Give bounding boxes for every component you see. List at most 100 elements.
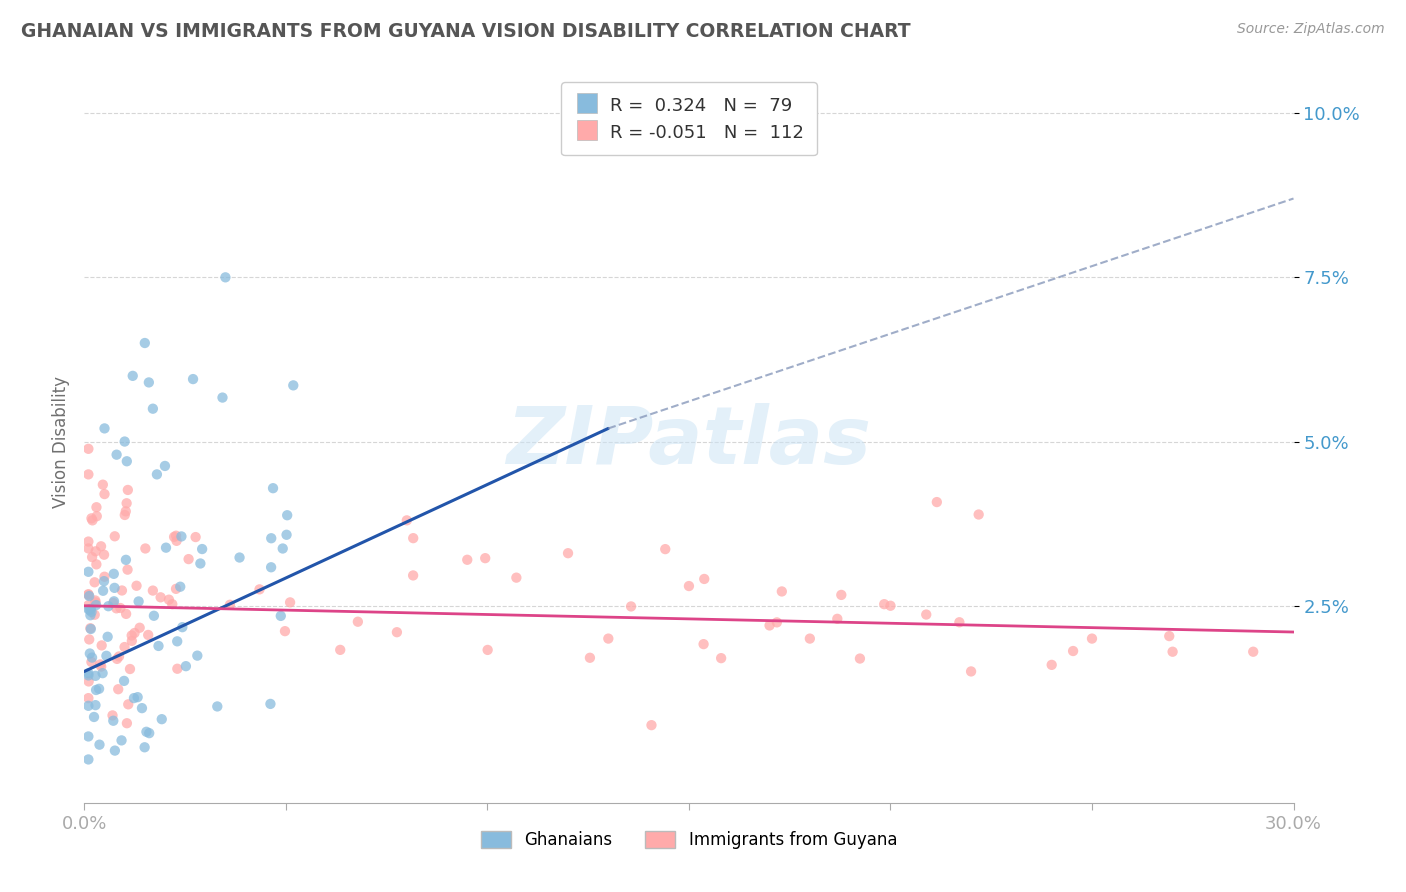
- Immigrants from Guyana: [163, 530, 186, 544]
- Ghanaians: [166, 634, 188, 648]
- Ghanaians: [91, 666, 114, 681]
- Ghanaians: [142, 401, 165, 416]
- Ghanaians: [105, 448, 128, 462]
- Immigrants from Guyana: [83, 575, 105, 590]
- Ghanaians: [153, 458, 176, 473]
- Ghanaians: [276, 528, 298, 542]
- Immigrants from Guyana: [1241, 645, 1264, 659]
- Legend: Ghanaians, Immigrants from Guyana: Ghanaians, Immigrants from Guyana: [471, 822, 907, 860]
- Ghanaians: [260, 531, 283, 545]
- Immigrants from Guyana: [654, 542, 676, 557]
- Immigrants from Guyana: [879, 599, 901, 613]
- Immigrants from Guyana: [114, 504, 136, 518]
- Ghanaians: [260, 560, 283, 574]
- Immigrants from Guyana: [103, 596, 125, 610]
- Ghanaians: [276, 508, 298, 523]
- Immigrants from Guyana: [104, 529, 127, 543]
- Immigrants from Guyana: [117, 563, 139, 577]
- Ghanaians: [84, 683, 107, 698]
- Immigrants from Guyana: [136, 628, 159, 642]
- Immigrants from Guyana: [557, 546, 579, 560]
- Ghanaians: [112, 673, 135, 688]
- Immigrants from Guyana: [948, 615, 970, 630]
- Immigrants from Guyana: [86, 509, 108, 524]
- Immigrants from Guyana: [77, 467, 100, 482]
- Immigrants from Guyana: [1161, 645, 1184, 659]
- Immigrants from Guyana: [456, 553, 478, 567]
- Immigrants from Guyana: [84, 593, 107, 607]
- Text: Source: ZipAtlas.com: Source: ZipAtlas.com: [1237, 22, 1385, 37]
- Immigrants from Guyana: [849, 651, 872, 665]
- Ghanaians: [93, 574, 115, 589]
- Immigrants from Guyana: [108, 649, 131, 664]
- Immigrants from Guyana: [117, 483, 139, 497]
- Ghanaians: [77, 602, 100, 616]
- Immigrants from Guyana: [219, 598, 242, 612]
- Ghanaians: [103, 581, 125, 595]
- Ghanaians: [131, 701, 153, 715]
- Immigrants from Guyana: [274, 624, 297, 639]
- Ghanaians: [77, 565, 100, 579]
- Ghanaians: [91, 583, 114, 598]
- Immigrants from Guyana: [77, 632, 100, 647]
- Immigrants from Guyana: [80, 511, 103, 525]
- Immigrants from Guyana: [77, 442, 100, 456]
- Immigrants from Guyana: [395, 513, 418, 527]
- Immigrants from Guyana: [115, 716, 138, 731]
- Immigrants from Guyana: [640, 718, 662, 732]
- Immigrants from Guyana: [142, 583, 165, 598]
- Ghanaians: [103, 566, 125, 581]
- Immigrants from Guyana: [128, 621, 150, 635]
- Text: ZIPatlas: ZIPatlas: [506, 402, 872, 481]
- Ghanaians: [80, 602, 103, 616]
- Ghanaians: [115, 553, 138, 567]
- Ghanaians: [169, 580, 191, 594]
- Ghanaians: [170, 529, 193, 543]
- Immigrants from Guyana: [134, 541, 156, 556]
- Ghanaians: [77, 666, 100, 681]
- Ghanaians: [89, 738, 111, 752]
- Ghanaians: [80, 622, 103, 636]
- Immigrants from Guyana: [474, 551, 496, 566]
- Text: GHANAIAN VS IMMIGRANTS FROM GUYANA VISION DISABILITY CORRELATION CHART: GHANAIAN VS IMMIGRANTS FROM GUYANA VISIO…: [21, 22, 911, 41]
- Immigrants from Guyana: [678, 579, 700, 593]
- Immigrants from Guyana: [115, 607, 138, 621]
- Immigrants from Guyana: [84, 544, 107, 558]
- Immigrants from Guyana: [77, 534, 100, 549]
- Immigrants from Guyana: [77, 691, 100, 706]
- Immigrants from Guyana: [799, 632, 821, 646]
- Immigrants from Guyana: [166, 533, 188, 548]
- Immigrants from Guyana: [915, 607, 938, 622]
- Immigrants from Guyana: [579, 650, 602, 665]
- Immigrants from Guyana: [830, 588, 852, 602]
- Ghanaians: [84, 698, 107, 713]
- Immigrants from Guyana: [402, 568, 425, 582]
- Immigrants from Guyana: [89, 657, 111, 672]
- Ghanaians: [103, 714, 125, 728]
- Immigrants from Guyana: [873, 597, 896, 611]
- Ghanaians: [96, 648, 118, 663]
- Ghanaians: [84, 669, 107, 683]
- Immigrants from Guyana: [385, 625, 408, 640]
- Immigrants from Guyana: [105, 652, 128, 666]
- Ghanaians: [138, 376, 160, 390]
- Immigrants from Guyana: [115, 496, 138, 510]
- Immigrants from Guyana: [82, 513, 104, 527]
- Ghanaians: [77, 752, 100, 766]
- Immigrants from Guyana: [1040, 657, 1063, 672]
- Ghanaians: [155, 541, 177, 555]
- Immigrants from Guyana: [83, 607, 105, 622]
- Immigrants from Guyana: [770, 584, 793, 599]
- Immigrants from Guyana: [598, 632, 620, 646]
- Immigrants from Guyana: [80, 550, 103, 565]
- Immigrants from Guyana: [77, 599, 100, 613]
- Ghanaians: [97, 630, 120, 644]
- Immigrants from Guyana: [960, 665, 983, 679]
- Immigrants from Guyana: [249, 582, 271, 597]
- Ghanaians: [83, 710, 105, 724]
- Ghanaians: [104, 743, 127, 757]
- Ghanaians: [146, 467, 169, 482]
- Immigrants from Guyana: [278, 595, 301, 609]
- Ghanaians: [79, 608, 101, 623]
- Immigrants from Guyana: [329, 643, 352, 657]
